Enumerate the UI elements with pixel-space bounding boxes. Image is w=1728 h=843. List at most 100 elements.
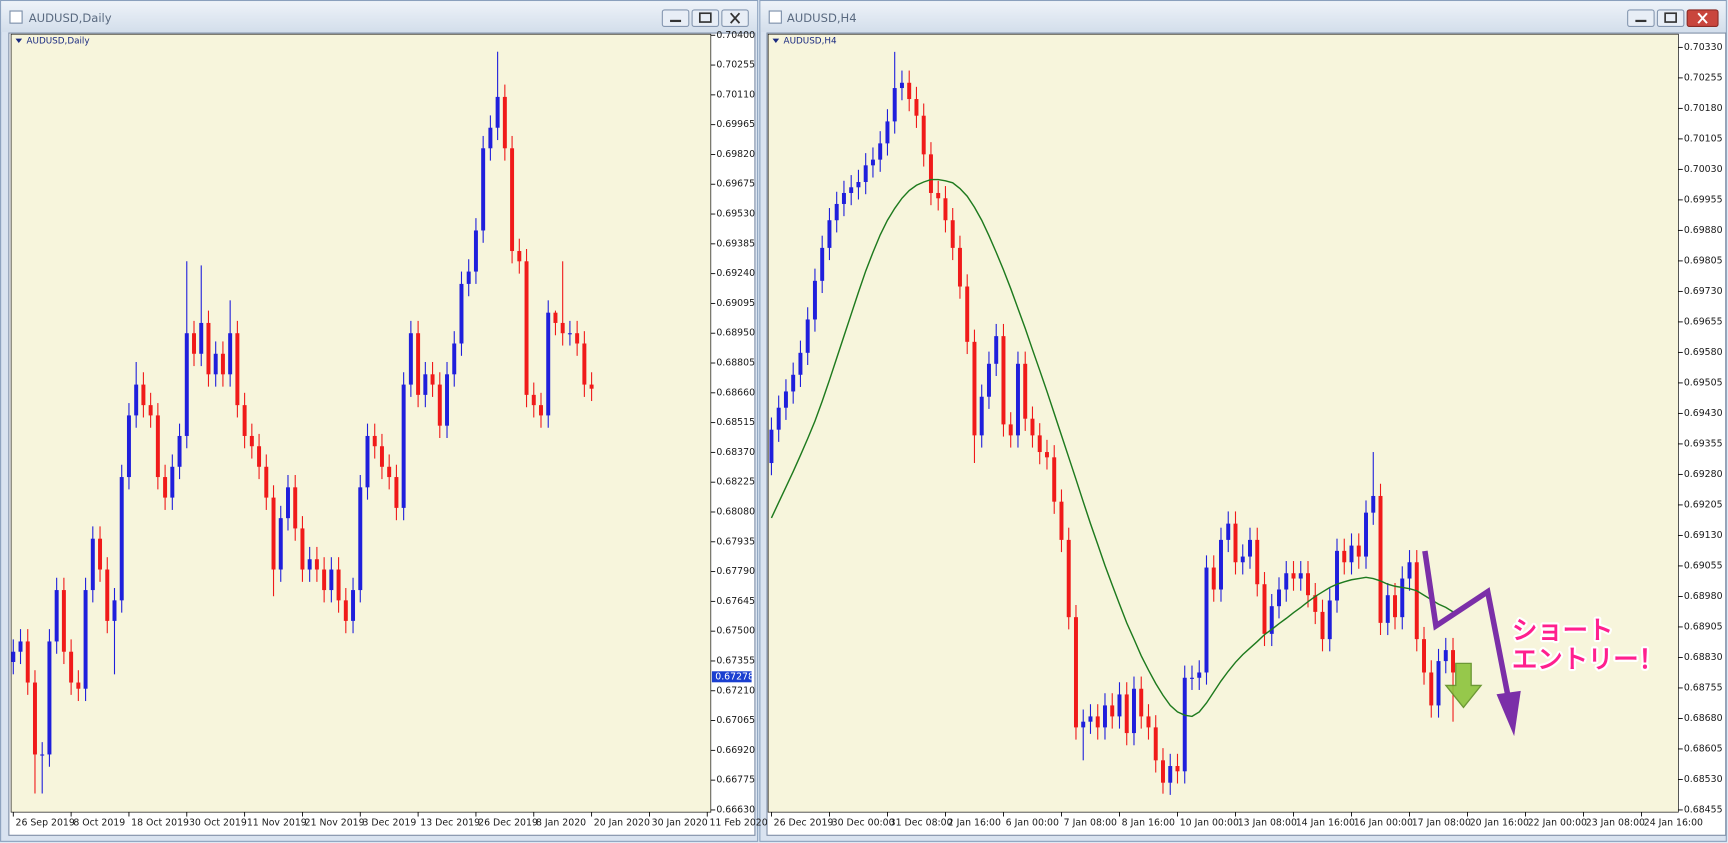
candle-body (827, 220, 832, 248)
candle-body (343, 600, 348, 621)
candle-body (1443, 650, 1448, 662)
candle-body (112, 600, 117, 621)
candle-body (1015, 363, 1020, 436)
y-tick-label: 0.69385 (716, 238, 755, 249)
y-tick-label: 0.68905 (1684, 621, 1723, 632)
candle-body (783, 391, 788, 408)
candle-body (1110, 705, 1115, 717)
y-tick-label: 0.69805 (1684, 255, 1723, 266)
candle-body (90, 538, 95, 591)
candle-body (134, 384, 139, 416)
candle-body (1124, 694, 1129, 734)
candle-body (285, 487, 290, 519)
candle-body (553, 312, 558, 323)
candle-body (1255, 539, 1260, 585)
y-tick-label: 0.68980 (1684, 591, 1723, 602)
candle-body (1037, 435, 1042, 453)
y-tick-label: 0.69530 (716, 209, 755, 220)
y-tick-label: 0.68805 (716, 358, 755, 369)
candle-body (1342, 550, 1347, 563)
y-tick-label: 0.70255 (716, 60, 755, 71)
candle-body (473, 230, 478, 272)
candle-body (430, 374, 435, 385)
candle-body (1030, 418, 1035, 436)
minimize-button[interactable] (661, 9, 690, 27)
y-tick-label: 0.68950 (716, 328, 755, 339)
maximize-button[interactable] (1656, 9, 1685, 27)
candle-body (1073, 617, 1078, 728)
candle-body (841, 192, 846, 204)
candle-body (1269, 606, 1274, 634)
candle-body (192, 333, 196, 354)
y-tick-label: 0.66920 (716, 745, 755, 756)
candle-body (199, 322, 204, 354)
candle-body (163, 477, 168, 498)
candle-body (206, 322, 211, 375)
candle-body (950, 220, 955, 248)
y-tick-label: 0.69280 (1684, 469, 1723, 480)
candle-body (914, 99, 919, 116)
y-tick-label: 0.67935 (716, 536, 755, 547)
title-bar (760, 1, 1726, 32)
close-button[interactable] (1686, 9, 1719, 27)
candle-body (1023, 363, 1028, 419)
x-tick-label: 7 Jan 08:00 (1064, 818, 1117, 829)
candle-body (69, 651, 74, 683)
candle-body (235, 333, 240, 406)
minimize-button[interactable] (1627, 9, 1655, 27)
candle-body (242, 405, 247, 436)
y-tick-label: 0.69655 (1684, 316, 1723, 327)
candle-body (257, 446, 262, 467)
candle-body (1407, 562, 1412, 579)
x-tick-label: 18 Oct 2019 (131, 818, 189, 829)
y-tick-label: 0.69880 (1684, 225, 1723, 236)
window-icon (9, 10, 23, 24)
candle-body (1219, 539, 1223, 590)
window-daily: AUDUSD,Daily AUDUSD,Daily (0, 0, 759, 842)
y-tick-label: 0.68660 (716, 387, 755, 398)
candle-body (351, 590, 356, 621)
candle-body (1161, 760, 1165, 783)
candle-body (1349, 545, 1354, 563)
y-tick-label: 0.68515 (716, 417, 755, 428)
candle-body (1306, 573, 1310, 596)
x-tick-label: 20 Jan 16:00 (1470, 818, 1529, 829)
candle-body (539, 405, 543, 416)
moving-average (770, 178, 1454, 718)
candle-body (1371, 495, 1376, 513)
y-tick-label: 0.67790 (716, 566, 755, 577)
x-tick-label: 17 Jan 08:00 (1412, 818, 1471, 829)
candle-body (1044, 452, 1049, 458)
candle-body (278, 518, 283, 570)
candle-body (1088, 716, 1093, 722)
current-price-label: 0.67278 (715, 671, 754, 682)
candle-body (1298, 573, 1303, 579)
candle-body (1313, 595, 1318, 612)
maximize-button[interactable] (691, 9, 720, 27)
candle-body (1335, 550, 1339, 601)
candle-body (83, 590, 88, 689)
candle-body (769, 429, 774, 464)
candle-body (1008, 424, 1013, 436)
candle-body (820, 247, 825, 281)
candle-body (1378, 495, 1383, 623)
candle-body (18, 641, 23, 652)
candle-body (1400, 578, 1405, 618)
y-tick-label: 0.68080 (716, 506, 755, 517)
candle-body (863, 165, 868, 183)
y-tick-label: 0.70180 (1684, 103, 1723, 114)
x-tick-label: 30 Oct 2019 (189, 818, 247, 829)
close-button[interactable] (721, 9, 749, 27)
y-tick-label: 0.69505 (1684, 377, 1723, 388)
candle-body (878, 143, 883, 160)
y-tick-label: 0.66630 (716, 804, 755, 815)
candle-body (54, 590, 59, 642)
candle-body (271, 497, 276, 570)
candle-body (1117, 694, 1122, 717)
candle-body (379, 446, 384, 467)
candle-body (416, 333, 421, 395)
y-tick-label: 0.70105 (1684, 133, 1723, 144)
candle-body (892, 88, 897, 122)
candle-body (1233, 523, 1238, 563)
candle-body (885, 121, 890, 144)
